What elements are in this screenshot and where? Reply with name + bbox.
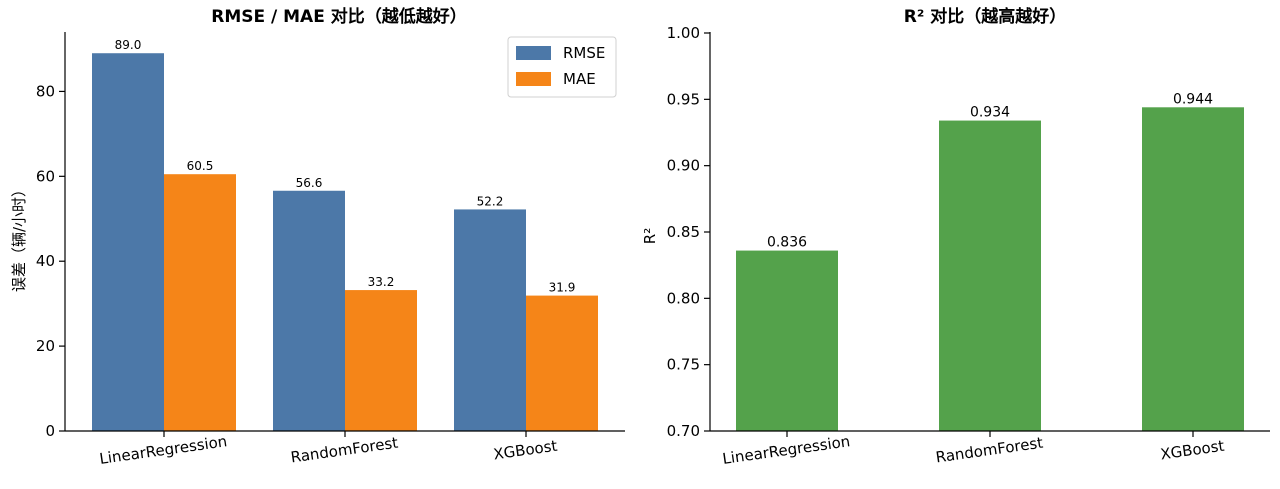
chart2-x-ticks: LinearRegression RandomForest XGBoost bbox=[721, 431, 1225, 468]
chart2-bar-linearregression bbox=[736, 250, 838, 431]
chart2-data-labels: 0.836 0.934 0.944 bbox=[767, 91, 1213, 250]
chart2-xtick-label: XGBoost bbox=[1159, 437, 1225, 464]
chart2-ytick-label: 0.80 bbox=[667, 289, 700, 307]
chart1-data-label: 89.0 bbox=[115, 38, 142, 52]
chart2-bar-randomforest bbox=[939, 120, 1041, 431]
chart2-data-label: 0.944 bbox=[1173, 91, 1213, 107]
chart1-bar-linearregression-rmse bbox=[92, 53, 164, 432]
chart1-bar-randomforest-rmse bbox=[273, 190, 345, 431]
chart-error-comparison: RMSE / MAE 对比（越低越好） 误差（辆/小时） 89.0 60.5 56.… bbox=[10, 6, 625, 468]
chart2-ytick-label: 0.85 bbox=[667, 223, 700, 241]
chart1-ytick-label: 60 bbox=[36, 167, 55, 185]
chart2-ytick-label: 0.75 bbox=[667, 356, 700, 374]
chart1-bars bbox=[92, 53, 598, 432]
chart1-ytick-label: 40 bbox=[36, 252, 55, 270]
chart1-xtick-label: LinearRegression bbox=[98, 432, 228, 468]
legend-swatch-mae bbox=[516, 72, 551, 86]
chart1-data-label: 56.6 bbox=[296, 176, 323, 190]
chart2-ytick-label: 0.95 bbox=[667, 90, 700, 108]
chart2-bars bbox=[736, 107, 1244, 431]
chart2-xtick-label: RandomForest bbox=[935, 434, 1045, 467]
chart1-data-label: 60.5 bbox=[187, 159, 214, 173]
chart2-title: R² 对比（越高越好） bbox=[904, 6, 1066, 27]
chart1-data-labels: 89.0 60.5 56.6 33.2 52.2 31.9 bbox=[115, 38, 576, 294]
chart2-bar-xgboost bbox=[1142, 107, 1244, 431]
chart1-xtick-label: RandomForest bbox=[290, 434, 400, 467]
chart1-data-label: 52.2 bbox=[477, 194, 504, 208]
chart1-bar-xgboost-mae bbox=[526, 295, 598, 431]
chart1-ylabel: 误差（辆/小时） bbox=[10, 182, 28, 292]
chart1-bar-xgboost-rmse bbox=[454, 209, 526, 431]
chart1-ytick-label: 20 bbox=[36, 337, 55, 355]
chart2-ytick-label: 0.90 bbox=[667, 157, 700, 175]
chart1-ytick-label: 0 bbox=[45, 422, 55, 440]
chart2-ylabel: R² bbox=[641, 228, 659, 244]
chart1-xtick-label: XGBoost bbox=[492, 437, 558, 464]
chart2-xtick-label: LinearRegression bbox=[721, 432, 851, 468]
chart1-bar-linearregression-mae bbox=[164, 174, 236, 431]
chart1-title: RMSE / MAE 对比（越低越好） bbox=[211, 6, 467, 27]
chart1-y-ticks: 0 20 40 60 80 bbox=[36, 82, 65, 440]
legend-swatch-rmse bbox=[516, 46, 551, 60]
chart1-legend: RMSE MAE bbox=[507, 36, 617, 98]
chart1-data-label: 31.9 bbox=[549, 281, 576, 295]
chart1-bar-randomforest-mae bbox=[345, 290, 417, 431]
chart2-data-label: 0.836 bbox=[767, 235, 807, 251]
legend-label-mae: MAE bbox=[563, 70, 596, 88]
chart2-ytick-label: 0.70 bbox=[667, 422, 700, 440]
chart1-data-label: 33.2 bbox=[368, 275, 395, 289]
chart2-y-ticks: 0.70 0.75 0.80 0.85 0.90 0.95 1.00 bbox=[667, 24, 710, 440]
legend-label-rmse: RMSE bbox=[563, 44, 605, 62]
chart2-data-label: 0.934 bbox=[970, 105, 1010, 121]
chart1-x-ticks: LinearRegression RandomForest XGBoost bbox=[98, 431, 558, 468]
chart2-ytick-label: 1.00 bbox=[667, 24, 700, 42]
chart1-ytick-label: 80 bbox=[36, 82, 55, 100]
